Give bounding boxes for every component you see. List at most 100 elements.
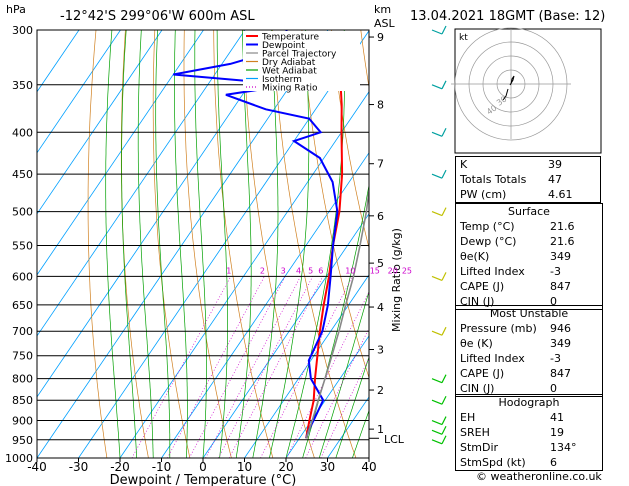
series-line [305,84,344,439]
pressure-tick-label: 700 [12,325,33,338]
wind-barb-flag [441,80,447,90]
pressure-tick-label: 600 [12,270,33,283]
wind-barb [431,29,443,35]
pressure-tick-label: 650 [12,299,33,312]
credit-text: © weatheronline.co.uk [476,470,602,483]
param-row: StmDir 134° [456,440,602,455]
param-label: SREH [460,426,490,439]
wet-adiabat-line [105,30,121,458]
mixing-ratio-line [305,327,369,458]
index-label: PW (cm) [460,188,507,201]
param-label: Temp (°C) [460,220,515,233]
temp-tick-label: -20 [110,460,130,474]
temp-tick-label: 10 [237,460,252,474]
param-value: 41 [550,411,564,424]
wind-barb-flag [441,395,447,405]
hodograph-frame [454,28,602,154]
legend-label: Wet Adiabat [262,67,317,77]
wind-barb-flag [441,169,447,179]
legend-label: Dry Adiabat [262,58,316,68]
param-value: 349 [550,250,571,263]
param-value: -3 [550,352,561,365]
wind-barb-flag [441,435,447,445]
location-title: -12°42'S 299°06'W 600m ASL [60,9,255,24]
param-label: CIN (J) [460,382,495,395]
param-value: -3 [550,265,561,278]
legend-label: Parcel Trajectory [262,50,337,60]
km-tick-label: 4 [377,301,384,314]
pressure-tick-label: 950 [12,434,33,447]
param-value: 0 [550,382,557,395]
mixing-ratio-line [167,276,265,458]
datetime-title: 13.04.2021 18GMT (Base: 12) [410,9,606,24]
mixing-ratio-label: 6 [318,266,323,275]
wind-barb-flag [441,326,447,336]
wind-barb-flag [441,416,447,425]
hodograph-trace [509,75,515,86]
km-tick-label: 8 [377,99,384,112]
temp-tick-label: -30 [69,460,89,474]
pressure-unit-label: hPa [6,3,26,16]
temp-tick-label: 20 [278,460,293,474]
axes: hPa3003504004505005506006507007508008509… [5,3,412,486]
background-lines [37,30,369,458]
wind-barb-flag [441,272,447,281]
temp-tick-label: 30 [320,460,335,474]
wet-adiabat-line [235,30,252,458]
wind-barb [431,275,443,281]
wet-adiabat-line [318,289,369,458]
isotherm-line [244,274,369,458]
legend-label: Dewpoint [262,41,305,51]
surface-section: Surface Temp (°C) 21.6 Dewp (°C) 21.6 θe(K) 3… [455,203,603,310]
km-tick-label: 7 [377,158,384,171]
mixing-ratio-label: 15 [370,266,380,275]
param-value: 21.6 [550,235,575,248]
wind-barb [431,84,443,90]
mixing-ratio-label: 5 [308,266,313,275]
wind-barb-flag [441,426,447,435]
isotherm-line [285,335,369,458]
mixing-ratio-line [189,276,286,458]
wind-barb [431,330,443,336]
index-row: Totals Totals 47 [456,172,601,187]
wet-adiabat-line [137,30,154,458]
mixing-ratio-line [218,276,314,458]
index-row: K 39 [456,157,601,173]
param-row: Lifted Index -3 [456,264,602,279]
wind-barb [431,378,443,384]
param-label: Dewp (°C) [460,235,517,248]
param-row: CIN (J) 0 [456,381,602,396]
param-row: Pressure (mb) 946 [456,321,602,336]
pressure-tick-label: 850 [12,394,33,407]
mixing-ratio-label: 10 [345,266,355,275]
wind-barb-flag [441,127,447,137]
wet-adiabat-line [269,30,310,458]
wet-adiabat-line [155,30,171,458]
pressure-tick-label: 400 [12,126,33,139]
param-row: θe(K) 349 [456,249,602,264]
param-row: Dewp (°C) 21.6 [456,234,602,249]
wind-barb-flag [441,374,447,383]
km-tick-label: 6 [377,210,384,223]
temp-tick-label: -10 [152,460,172,474]
temp-tick-label: 0 [199,460,207,474]
isotherm-line [37,30,246,337]
param-label: Lifted Index [460,352,525,365]
mixing-ratio-label: 3 [281,266,286,275]
lcl-label: LCL [384,433,405,446]
mixing-ratio-label: 25 [402,266,412,275]
param-row: CIN (J) 0 [456,294,602,309]
param-row: CAPE (J) 847 [456,279,602,294]
param-value: 6 [550,456,557,469]
wind-barbs [431,25,447,445]
isotherm-line [119,91,369,458]
mixing-ratio-line [205,276,301,458]
param-row: StmSpd (kt) 6 [456,455,602,470]
km-unit-label: km [374,3,391,16]
param-row: SREH 19 [456,425,602,440]
dry-adiabat-line [87,30,108,458]
param-label: CAPE (J) [460,280,505,293]
mixing-ratio-label: 2 [260,266,265,275]
wind-barb [431,211,443,217]
